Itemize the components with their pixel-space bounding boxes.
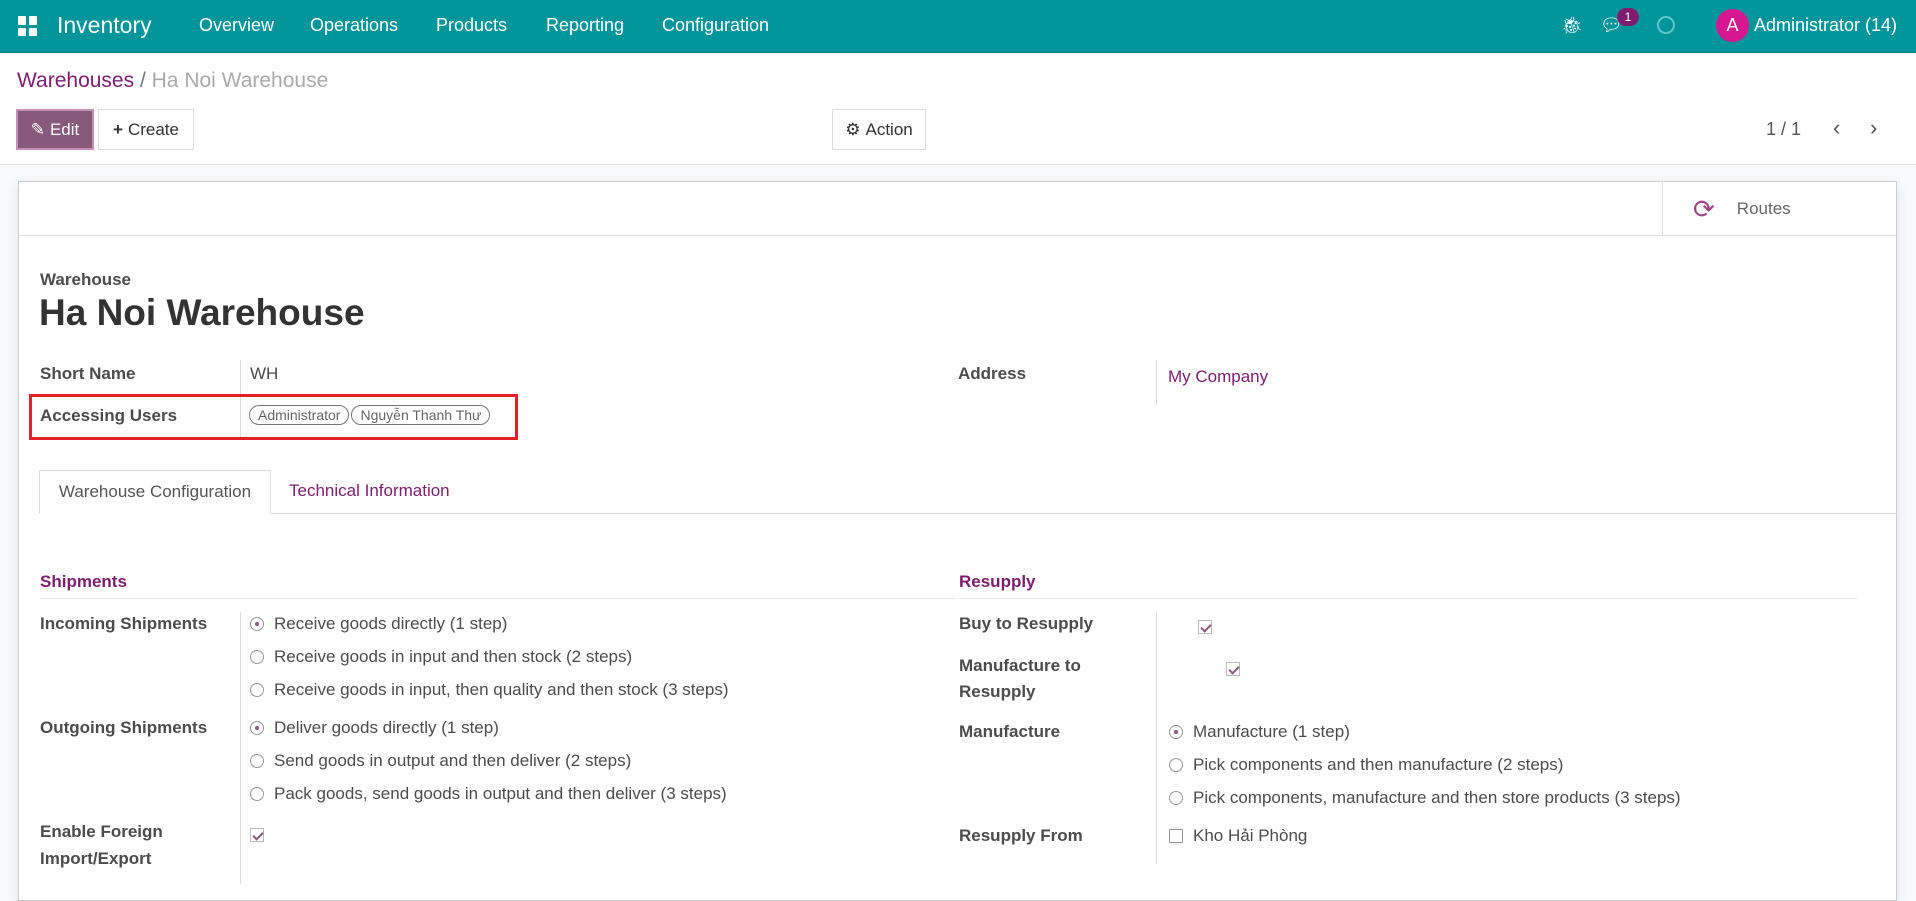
manufacture-to-resupply-checkbox[interactable]: [1226, 662, 1241, 676]
short-name-label: Short Name: [40, 364, 136, 383]
pager: 1 / 1: [1766, 119, 1802, 139]
user-menu[interactable]: Administrator (14): [1754, 15, 1898, 35]
menu-overview[interactable]: Overview: [199, 15, 275, 35]
app-name[interactable]: Inventory: [57, 12, 152, 38]
outgoing-option-1[interactable]: Deliver goods directly (1 step): [250, 718, 499, 738]
user-tag[interactable]: Nguyễn Thanh Thư: [351, 405, 491, 425]
radio-selected[interactable]: [1169, 725, 1183, 739]
messages-badge: 1: [1617, 8, 1639, 26]
apps-menu-icon[interactable]: [18, 16, 38, 36]
radio[interactable]: [250, 650, 264, 664]
edit-label: Edit: [49, 119, 80, 139]
record-type-label: Warehouse: [40, 270, 132, 289]
tab-technical-information[interactable]: Technical Information: [289, 481, 450, 500]
plus-icon: +: [113, 119, 123, 139]
routes-label: Routes: [1736, 199, 1791, 218]
foreign-label-line1: Enable Foreign: [40, 822, 163, 841]
breadcrumb-warehouses[interactable]: Warehouses: [17, 69, 135, 92]
incoming-shipments-label: Incoming Shipments: [40, 614, 208, 633]
routes-button[interactable]: ⟳ Routes: [1662, 182, 1896, 236]
menu-products[interactable]: Products: [436, 15, 508, 35]
incoming-option-2[interactable]: Receive goods in input and then stock (2…: [250, 647, 632, 667]
tab-warehouse-configuration[interactable]: Warehouse Configuration: [39, 470, 271, 514]
create-button[interactable]: + Create: [98, 109, 194, 150]
manufacture-label: Manufacture: [959, 722, 1061, 741]
address-label: Address: [958, 364, 1027, 383]
short-name-value: WH: [250, 364, 279, 383]
menu-operations[interactable]: Operations: [310, 15, 399, 35]
accessing-users-label: Accessing Users: [40, 406, 178, 425]
menu-configuration[interactable]: Configuration: [662, 15, 770, 35]
action-label: Action: [865, 119, 913, 139]
accessing-users-tags[interactable]: Administrator Nguyễn Thanh Thư: [249, 405, 492, 425]
page-title: Ha Noi Warehouse: [39, 292, 365, 333]
manufacture-option-1[interactable]: Manufacture (1 step): [1169, 722, 1350, 742]
avatar[interactable]: A: [1716, 9, 1749, 42]
radio[interactable]: [250, 787, 264, 801]
outgoing-option-2[interactable]: Send goods in output and then deliver (2…: [250, 751, 631, 771]
radio[interactable]: [250, 683, 264, 697]
breadcrumb: Warehouses / Ha Noi Warehouse: [17, 69, 329, 92]
address-link[interactable]: My Company: [1168, 367, 1269, 386]
foreign-label-line2: Import/Export: [40, 849, 152, 868]
breadcrumb-current: Ha Noi Warehouse: [151, 69, 329, 92]
top-navbar: Inventory Overview Operations Products R…: [0, 0, 1916, 53]
manufacture-option-2[interactable]: Pick components and then manufacture (2 …: [1169, 755, 1563, 775]
gear-icon: ⚙: [845, 119, 861, 139]
create-label: Create: [127, 119, 179, 139]
refresh-icon: ⟳: [1693, 193, 1715, 224]
messages-icon[interactable]: 💬︎: [1600, 15, 1623, 35]
resupply-section-title: Resupply: [959, 572, 1857, 599]
radio[interactable]: [1169, 758, 1183, 772]
foreign-import-export-checkbox[interactable]: [250, 828, 264, 842]
radio-selected[interactable]: [250, 617, 264, 631]
outgoing-option-3[interactable]: Pack goods, send goods in output and the…: [250, 784, 727, 804]
manufacture-to-resupply-label-1: Manufacture to: [959, 656, 1081, 675]
manufacture-to-resupply-label-2: Resupply: [959, 682, 1036, 701]
action-button[interactable]: ⚙ Action: [832, 109, 926, 150]
pencil-icon: ✎: [30, 119, 45, 139]
form-sheet: ⟳ Routes Warehouse Ha Noi Warehouse Shor…: [18, 181, 1897, 901]
pager-next-icon[interactable]: ›: [1870, 115, 1878, 140]
incoming-option-3[interactable]: Receive goods in input, then quality and…: [250, 680, 729, 700]
resupply-from-option[interactable]: Kho Hải Phòng: [1169, 826, 1307, 846]
buy-to-resupply-checkbox[interactable]: [1197, 620, 1212, 634]
edit-button[interactable]: ✎ Edit: [16, 109, 94, 150]
radio[interactable]: [1169, 791, 1183, 805]
outgoing-shipments-label: Outgoing Shipments: [40, 718, 208, 737]
pager-previous-icon[interactable]: ‹: [1833, 115, 1841, 140]
highlight-box: [29, 394, 518, 440]
incoming-option-1[interactable]: Receive goods directly (1 step): [250, 614, 507, 634]
menu-reporting[interactable]: Reporting: [546, 15, 625, 35]
resupply-from-label: Resupply From: [959, 826, 1083, 845]
radio-selected[interactable]: [250, 721, 264, 735]
activity-clock-icon[interactable]: [1657, 16, 1675, 34]
debug-bug-icon[interactable]: 🐞︎: [1561, 16, 1583, 35]
shipments-section-title: Shipments: [40, 572, 956, 599]
control-panel: Warehouses / Ha Noi Warehouse ✎ Edit + Cre…: [0, 53, 1916, 165]
radio[interactable]: [250, 754, 264, 768]
checkbox[interactable]: [1169, 829, 1183, 843]
button-box: ⟳ Routes: [19, 182, 1896, 236]
user-tag[interactable]: Administrator: [249, 405, 350, 425]
manufacture-option-3[interactable]: Pick components, manufacture and then st…: [1169, 788, 1681, 808]
buy-to-resupply-label: Buy to Resupply: [959, 614, 1094, 633]
